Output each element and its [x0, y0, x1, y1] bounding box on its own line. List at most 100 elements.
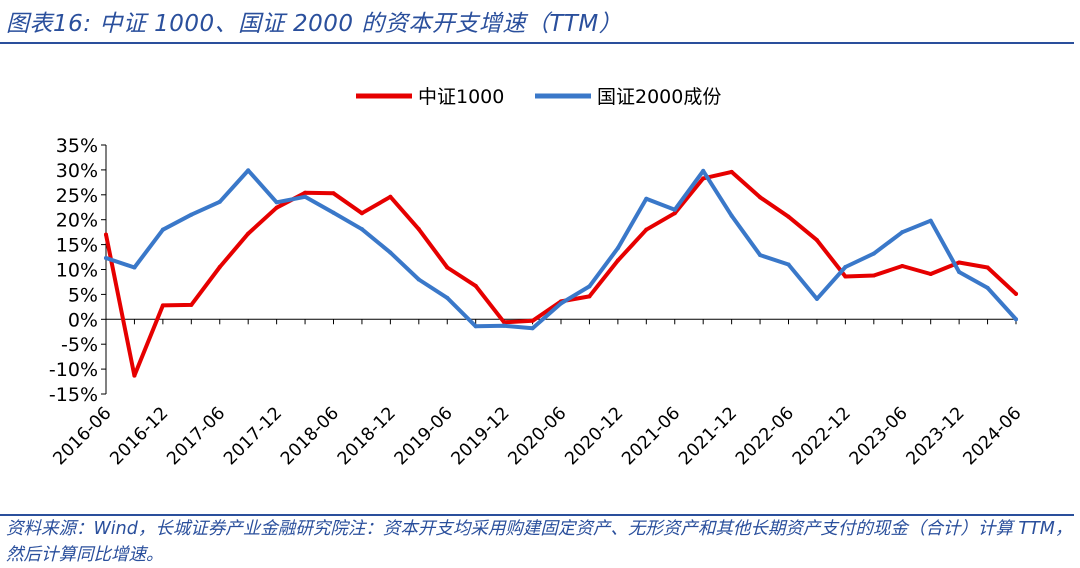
data-point-1: [701, 176, 706, 181]
x-tick-label: 2021-06: [618, 403, 684, 469]
data-point-2: [587, 284, 592, 289]
data-point-2: [672, 207, 677, 212]
data-point-1: [758, 195, 763, 200]
data-point-2: [758, 253, 763, 258]
data-point-2: [189, 212, 194, 217]
data-point-1: [331, 191, 336, 196]
data-point-1: [359, 211, 364, 216]
data-point-2: [246, 168, 251, 173]
data-point-1: [388, 194, 393, 199]
x-tick-label: 2018-12: [334, 403, 400, 469]
data-point-2: [786, 262, 791, 267]
data-point-2: [814, 296, 819, 301]
data-point-2: [445, 295, 450, 300]
data-point-1: [530, 318, 535, 323]
data-point-2: [729, 213, 734, 218]
y-tick-label: 0%: [68, 309, 98, 331]
y-tick-label: 35%: [56, 135, 98, 157]
data-point-1: [104, 232, 108, 237]
data-point-2: [331, 210, 336, 215]
data-point-2: [701, 168, 706, 173]
x-tick-label: 2019-12: [448, 403, 514, 469]
data-point-2: [843, 265, 848, 270]
y-tick-label: 10%: [56, 260, 98, 282]
data-point-2: [502, 323, 507, 328]
figure-title: 图表16: 中证 1000、国证 2000 的资本开支增速（TTM）: [6, 11, 623, 37]
x-tick-label: 2023-12: [903, 403, 969, 469]
x-tick-label: 2018-06: [277, 403, 343, 469]
x-tick-label: 2024-06: [960, 403, 1026, 469]
data-point-1: [900, 264, 905, 269]
y-tick-label: 25%: [56, 185, 98, 207]
data-point-1: [871, 273, 876, 278]
data-point-1: [615, 258, 620, 263]
x-tick-label: 2016-06: [50, 403, 116, 469]
data-point-2: [871, 251, 876, 256]
data-point-2: [644, 196, 649, 201]
data-point-1: [160, 303, 165, 308]
data-point-1: [246, 231, 251, 236]
x-tick-label: 2020-12: [562, 403, 628, 469]
data-point-2: [957, 269, 962, 274]
y-tick-label: 15%: [56, 235, 98, 257]
data-point-1: [786, 214, 791, 219]
data-point-1: [644, 227, 649, 232]
data-point-2: [559, 301, 563, 306]
data-point-2: [928, 218, 933, 223]
data-point-2: [1014, 317, 1018, 322]
source-note: 资料来源：Wind，长城证券产业金融研究院注：资本开支均采用购建固定资产、无形资…: [6, 519, 1073, 565]
x-tick-label: 2020-06: [505, 403, 571, 469]
series-line-1: [104, 169, 1018, 378]
x-tick-label: 2017-12: [220, 403, 286, 469]
data-point-2: [416, 277, 421, 282]
data-point-1: [274, 205, 279, 210]
data-point-1: [217, 265, 222, 270]
data-point-2: [985, 285, 990, 290]
data-point-2: [615, 246, 620, 251]
title-underline: [0, 42, 1074, 44]
data-point-2: [900, 230, 905, 235]
data-point-1: [672, 211, 677, 216]
data-point-1: [843, 274, 848, 279]
data-point-1: [189, 302, 194, 307]
data-point-1: [445, 265, 450, 270]
data-point-2: [388, 250, 393, 255]
data-point-1: [502, 320, 507, 325]
data-point-2: [217, 199, 222, 204]
x-tick-label: 2019-06: [391, 403, 457, 469]
y-tick-label: 20%: [56, 210, 98, 232]
data-point-1: [985, 265, 990, 270]
chart-legend: 中证1000 国证2000成份: [356, 86, 721, 108]
data-point-1: [957, 260, 962, 265]
data-point-2: [473, 324, 478, 329]
data-point-1: [729, 169, 734, 174]
data-point-1: [814, 238, 819, 243]
data-point-2: [132, 265, 137, 270]
x-tick-label: 2022-06: [732, 403, 798, 469]
legend-label-2: 国证2000成份: [597, 86, 721, 108]
x-tick-label: 2016-12: [107, 403, 173, 469]
data-point-2: [359, 227, 364, 232]
data-point-1: [132, 373, 137, 378]
data-point-2: [530, 326, 535, 331]
data-point-1: [587, 294, 592, 299]
data-point-1: [473, 283, 478, 288]
data-point-2: [104, 256, 108, 261]
footer-rule: [0, 514, 1074, 516]
y-tick-label: -15%: [49, 384, 98, 406]
y-tick-label: 5%: [68, 284, 98, 306]
data-point-2: [160, 227, 165, 232]
line-chart: 中证1000 国证2000成份 35% 30% 25% 20% 15% 10%5% 0% -5%…: [49, 86, 1026, 469]
data-point-1: [1014, 291, 1018, 296]
y-tick-label: -5%: [61, 334, 98, 356]
x-tick-label: 2017-06: [163, 403, 229, 469]
x-tick-label: 2023-06: [846, 403, 912, 469]
y-tick-label: -10%: [49, 359, 98, 381]
data-point-1: [303, 190, 308, 195]
data-point-1: [928, 271, 933, 276]
y-tick-label: 30%: [56, 160, 98, 182]
data-point-2: [274, 200, 279, 205]
data-point-2: [303, 194, 308, 199]
x-tick-label: 2021-12: [675, 403, 741, 469]
chart-series: [104, 168, 1018, 378]
